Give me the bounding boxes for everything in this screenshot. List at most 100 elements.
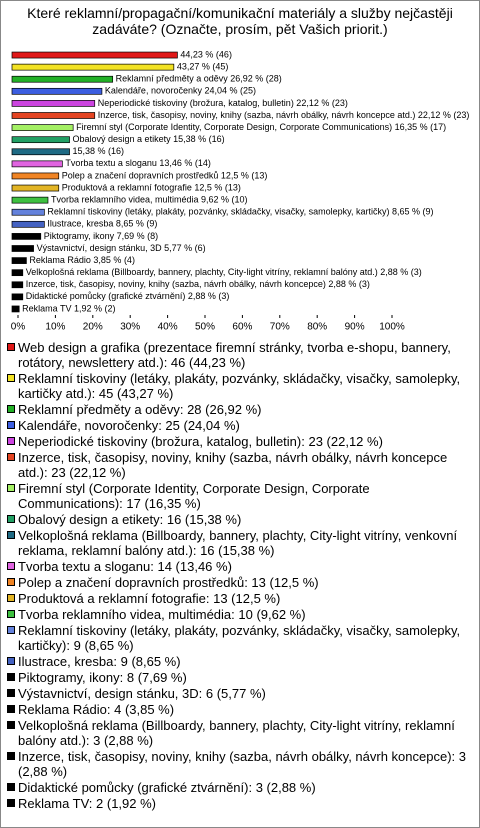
- legend: Web design a grafika (prezentace firemní…: [7, 340, 473, 812]
- bar: [11, 281, 24, 289]
- legend-label: Didaktické pomůcky (grafické ztvárnění):…: [18, 780, 316, 795]
- legend-item: Firemní styl (Corporate Identity, Corpor…: [7, 481, 473, 511]
- bar: [11, 269, 24, 277]
- bar-label: Obalový design a etikety 15,38 % (16): [73, 134, 225, 144]
- bar-label: Produktová a reklamní fotografie 12,5 % …: [62, 182, 241, 192]
- x-tick-label: 100%: [379, 322, 405, 333]
- legend-swatch: [7, 437, 15, 445]
- legend-label: Neperiodické tiskoviny (brožura, katalog…: [18, 434, 383, 449]
- x-tick-label: 50%: [195, 322, 215, 333]
- bar: [11, 112, 96, 119]
- legend-item: Polep a značení dopravních prostředků: 1…: [7, 575, 473, 590]
- legend-item: Velkoplošná reklama (Billboardy, bannery…: [7, 528, 473, 558]
- legend-label: Reklamní tiskoviny (letáky, plakáty, poz…: [18, 623, 461, 653]
- bar-label: Reklama TV 1,92 % (2): [22, 303, 115, 313]
- legend-swatch: [7, 405, 15, 413]
- bar: [11, 136, 70, 144]
- x-tick-label: 30%: [120, 322, 140, 333]
- legend-swatch: [7, 752, 15, 760]
- legend-label: Obalový design a etikety: 16 (15,38 %): [18, 512, 242, 527]
- legend-swatch: [7, 721, 15, 729]
- x-tick-label: 70%: [270, 322, 290, 333]
- bar-label: Výstavnictví, design stánku, 3D 5,77 % (…: [37, 243, 206, 253]
- legend-item: Výstavnictví, design stánku, 3D: 6 (5,77…: [7, 686, 473, 701]
- bar-label: Firemní styl (Corporate Identity, Corpor…: [76, 122, 446, 132]
- x-tick-label: 20%: [83, 322, 103, 333]
- legend-swatch: [7, 799, 15, 807]
- legend-label: Ilustrace, kresba: 9 (8,65 %): [18, 654, 181, 669]
- legend-label: Velkoplošná reklama (Billboardy, bannery…: [18, 528, 458, 558]
- legend-label: Firemní styl (Corporate Identity, Corpor…: [18, 481, 370, 511]
- legend-label: Web design a grafika (prezentace firemní…: [18, 340, 451, 370]
- plot: 0% 10% 20% 30% 40% 50% 60% 70% 80% 90% 100% 44,23 %…: [11, 49, 470, 333]
- legend-label: Polep a značení dopravních prostředků: 1…: [18, 575, 319, 590]
- bar-label: Kalendáře, novoročenky 24,04 % (25): [105, 86, 256, 96]
- legend-swatch: [7, 783, 15, 791]
- bar-label: 15,38 % (16): [73, 146, 125, 156]
- bar-label: Polep a značení dopravních prostředků 12…: [62, 170, 268, 180]
- bar: [11, 233, 42, 240]
- legend-item: Tvorba reklamního videa, multimédia: 10 …: [7, 607, 473, 622]
- legend-swatch: [7, 562, 15, 570]
- x-tick-label: 40%: [158, 322, 178, 333]
- bar-label: Neperiodické tiskoviny (brožura, katalog…: [98, 98, 348, 108]
- legend-label: Výstavnictví, design stánku, 3D: 6 (5,77…: [18, 686, 266, 701]
- x-tick-label: 0%: [11, 322, 26, 333]
- legend-item: Reklamní tiskoviny (letáky, plakáty, poz…: [7, 623, 473, 653]
- bar: [11, 245, 34, 252]
- bar-label: Didaktické pomůcky (grafické ztvárnění) …: [26, 291, 230, 301]
- legend-swatch: [7, 610, 15, 618]
- x-tick-label: 90%: [345, 322, 365, 333]
- chart-title: Které reklamní/propagační/komunikační ma…: [27, 5, 453, 37]
- bar: [11, 148, 70, 156]
- legend-item: Reklama TV: 2 (1,92 %): [7, 796, 473, 811]
- bar: [11, 208, 45, 216]
- bar: [11, 87, 103, 95]
- legend-swatch: [7, 705, 15, 713]
- legend-item: Kalendáře, novoročenky: 25 (24,04 %): [7, 418, 473, 433]
- legend-item: Didaktické pomůcky (grafické ztvárnění):…: [7, 780, 473, 795]
- legend-swatch: [7, 453, 15, 461]
- legend-item: Ilustrace, kresba: 9 (8,65 %): [7, 654, 473, 669]
- legend-swatch: [7, 343, 15, 351]
- legend-label: Tvorba reklamního videa, multimédia: 10 …: [18, 607, 306, 622]
- bar-label: Reklamní předměty a oděvy 26,92 % (28): [116, 74, 282, 84]
- legend-item: Tvorba textu a sloganu: 14 (13,46 %): [7, 559, 473, 574]
- legend-item: Inzerce, tisk, časopisy, noviny, knihy (…: [7, 749, 473, 779]
- legend-item: Neperiodické tiskoviny (brožura, katalog…: [7, 434, 473, 449]
- bar: [11, 172, 60, 180]
- legend-label: Reklamní předměty a oděvy: 28 (26,92 %): [18, 402, 262, 417]
- legend-label: Inzerce, tisk, časopisy, noviny, knihy (…: [18, 450, 448, 480]
- legend-swatch: [7, 484, 15, 492]
- bar-label: Reklama Rádio 3,85 % (4): [29, 255, 135, 265]
- legend-item: Piktogramy, ikony: 8 (7,69 %): [7, 670, 473, 685]
- legend-item: Velkoplošná reklama (Billboardy, bannery…: [7, 718, 473, 748]
- legend-item: Produktová a reklamní fotografie: 13 (12…: [7, 591, 473, 606]
- legend-swatch: [7, 374, 15, 382]
- x-tick-label: 10%: [45, 322, 65, 333]
- legend-label: Piktogramy, ikony: 8 (7,69 %): [18, 670, 187, 685]
- legend-label: Reklama Rádio: 4 (3,85 %): [18, 702, 175, 717]
- bar: [11, 100, 96, 107]
- legend-swatch: [7, 657, 15, 665]
- x-tick-label: 80%: [307, 322, 327, 333]
- bar: [11, 305, 20, 313]
- legend-swatch: [7, 578, 15, 586]
- x-tick-label: 60%: [232, 322, 252, 333]
- legend-label: Inzerce, tisk, časopisy, noviny, knihy (…: [18, 749, 466, 779]
- legend-label: Reklama TV: 2 (1,92 %): [18, 796, 156, 811]
- bar: [11, 184, 60, 192]
- bar-label: Tvorba reklamního videa, multimédia 9,62…: [51, 195, 248, 205]
- bar: [11, 124, 74, 131]
- bar-label: Tvorba textu a sloganu 13,46 % (14): [65, 158, 211, 168]
- bar: [11, 196, 49, 204]
- legend-item: Web design a grafika (prezentace firemní…: [7, 340, 473, 370]
- bar: [11, 51, 178, 59]
- bar: [11, 160, 63, 168]
- bar-label: Velkoplošná reklama (Billboardy, bannery…: [26, 267, 422, 277]
- legend-swatch: [7, 673, 15, 681]
- bar-label: Inzerce, tisk, časopisy, noviny, knihy (…: [26, 279, 370, 289]
- legend-swatch: [7, 626, 15, 634]
- bar: [11, 293, 24, 301]
